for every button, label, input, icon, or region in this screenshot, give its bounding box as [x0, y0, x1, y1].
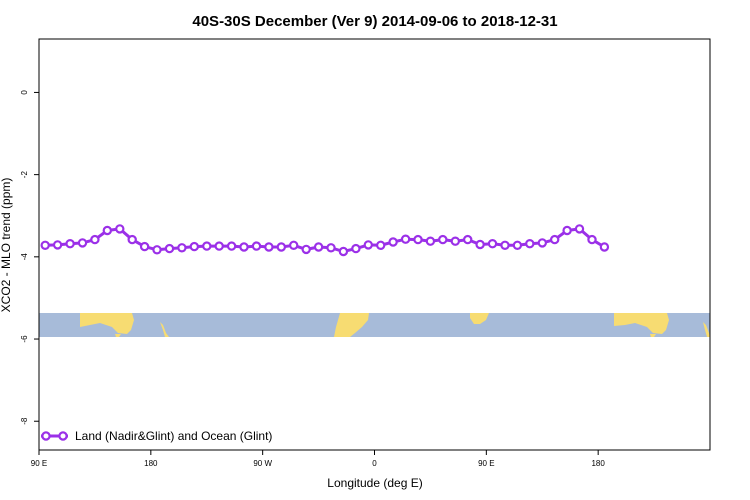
data-point [376, 240, 386, 250]
data-point [574, 224, 585, 234]
data-point [525, 238, 535, 249]
land-tasmania-repeat [650, 334, 656, 337]
map-strip [39, 313, 710, 337]
chart-title: 40S-30S December (Ver 9) 2014-09-06 to 2… [192, 13, 557, 30]
data-point [276, 242, 286, 252]
data-point [351, 243, 361, 254]
data-point [251, 241, 262, 251]
data-point [40, 240, 50, 250]
legend-marker [58, 431, 68, 441]
data-point [52, 240, 63, 250]
y-tick-label: -8 [20, 417, 29, 425]
y-axis-label: XCO2 - MLO trend (ppm) [0, 178, 13, 313]
data-point [388, 237, 398, 247]
data-point [239, 242, 249, 252]
legend-label: Land (Nadir&Glint) and Ocean (Glint) [75, 429, 272, 443]
data-point [164, 243, 175, 254]
data-point [189, 241, 199, 252]
y-tick-label: -2 [20, 171, 29, 179]
land-australia [80, 313, 134, 334]
x-tick-label: 180 [591, 459, 605, 468]
data-point [438, 234, 448, 245]
data-point [127, 234, 137, 245]
land-africa [470, 313, 489, 324]
data-point [550, 234, 560, 245]
x-tick-label: 180 [144, 459, 158, 468]
data-point [363, 240, 373, 250]
data-point [599, 242, 610, 252]
data-point [326, 243, 336, 253]
series-line [45, 227, 606, 253]
data-point [413, 234, 423, 245]
land-southamerica [334, 313, 369, 337]
x-axis: 90 E 180 90 W 0 90 E 180 [31, 450, 605, 468]
data-point [338, 246, 349, 257]
data-point [289, 240, 299, 250]
data-point [463, 234, 473, 245]
legend-marker [41, 431, 51, 441]
data-point [512, 240, 523, 250]
data-point [226, 241, 237, 251]
data-point [90, 234, 100, 245]
data-point [537, 238, 548, 248]
data-point [115, 224, 125, 234]
y-tick-label: -6 [20, 335, 29, 343]
y-tick-label: 0 [20, 90, 29, 95]
ocean-strip [39, 313, 710, 337]
data-point [487, 238, 498, 249]
data-point [425, 236, 436, 246]
data-point [102, 225, 113, 236]
data-point [77, 238, 88, 248]
land-newzealand [160, 322, 169, 337]
data-point [313, 242, 324, 252]
land-newzealand-repeat [703, 322, 710, 337]
data-point [450, 236, 460, 246]
x-tick-label: 90 W [253, 459, 272, 468]
data-point [587, 234, 597, 245]
data-point [562, 225, 572, 236]
y-tick-label: -4 [20, 253, 29, 261]
data-point [65, 238, 75, 249]
data-point [400, 234, 411, 244]
data-point [500, 240, 510, 250]
data-point [214, 241, 224, 251]
land-tasmania [115, 334, 121, 337]
series-layer [40, 224, 610, 257]
data-point [202, 241, 212, 251]
data-point [264, 242, 274, 252]
x-axis-label: Longitude (deg E) [327, 476, 422, 490]
data-point [301, 244, 311, 255]
land-australia-repeat [614, 313, 669, 334]
data-point [475, 239, 485, 250]
x-tick-label: 90 E [31, 459, 47, 468]
legend: Land (Nadir&Glint) and Ocean (Glint) [41, 429, 272, 443]
data-point [152, 245, 162, 255]
x-tick-label: 90 E [478, 459, 494, 468]
data-point [177, 243, 187, 253]
y-axis: 0 -2 -4 -6 -8 [20, 90, 39, 425]
data-point [139, 241, 150, 252]
x-tick-label: 0 [372, 459, 377, 468]
